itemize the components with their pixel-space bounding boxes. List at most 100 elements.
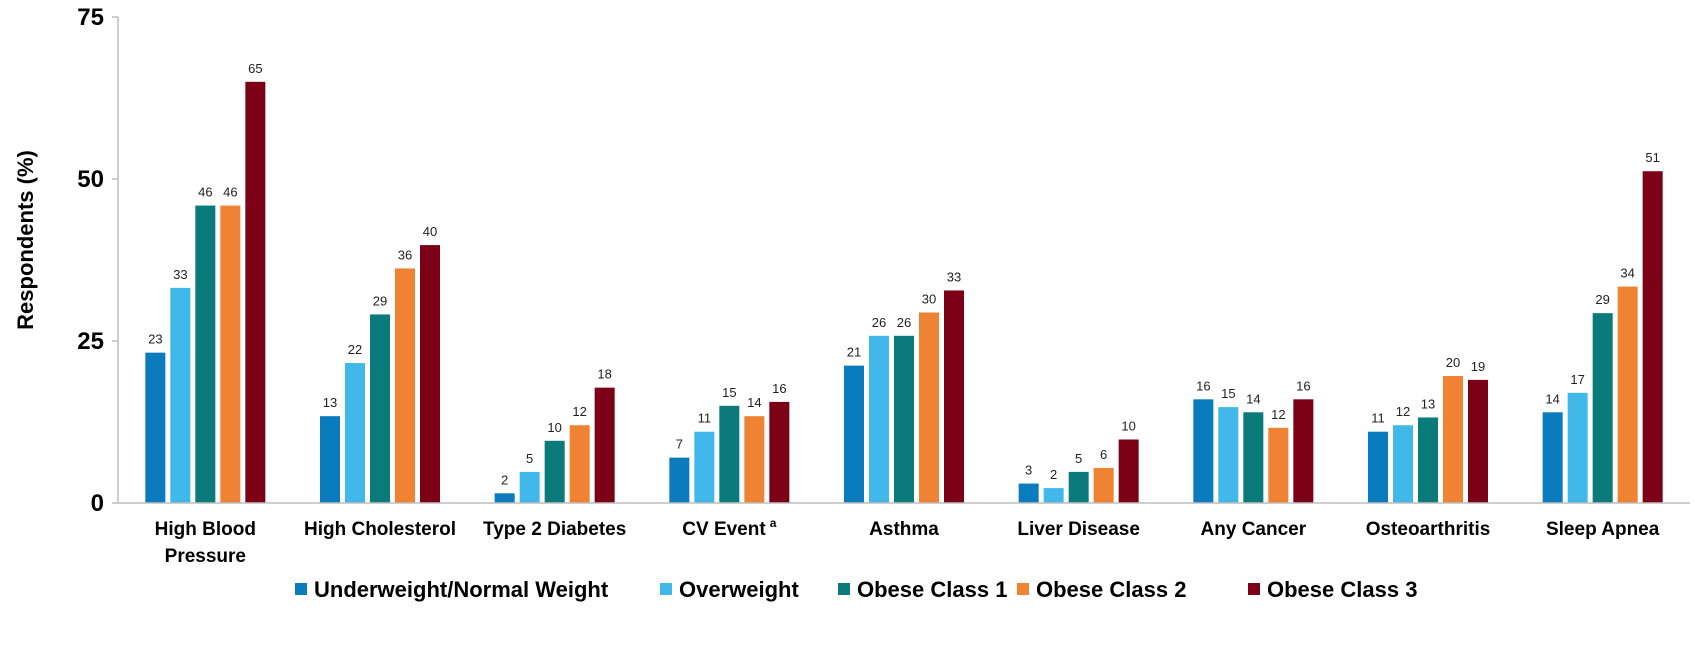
y-tick-label: 50: [77, 166, 104, 193]
bar: [494, 493, 515, 503]
bar: [1642, 171, 1663, 503]
data-label: 7: [676, 437, 683, 452]
data-label: 14: [1246, 391, 1260, 406]
data-label: 11: [698, 411, 712, 426]
y-tick-label: 75: [77, 4, 104, 31]
data-label: 29: [373, 293, 387, 308]
data-label: 21: [847, 345, 861, 360]
x-tick-label: Sleep Apnea: [1546, 519, 1660, 540]
data-label: 40: [423, 224, 437, 239]
x-tick-label: Osteoarthritis: [1366, 519, 1491, 540]
bar: [145, 352, 166, 503]
data-label: 15: [722, 385, 736, 400]
bar: [669, 457, 690, 503]
bar: [769, 401, 790, 503]
bar: [1443, 375, 1463, 503]
x-axis-labels: High Blood Pressure High Cholesterol Type 2…: [155, 516, 1660, 567]
legend-label: Obese Class 1: [857, 577, 1007, 602]
x-tick-label: Liver Disease: [1017, 519, 1140, 540]
data-label: 29: [1595, 292, 1609, 307]
data-label: 18: [597, 367, 611, 382]
bar: [1293, 399, 1314, 503]
bar: [1018, 483, 1039, 503]
bar: [1542, 412, 1563, 503]
legend-label: Obese Class 2: [1036, 577, 1186, 602]
legend-label: Underweight/Normal Weight: [314, 577, 609, 602]
bar: [1418, 417, 1438, 503]
data-label: 3: [1025, 463, 1032, 478]
y-axis: 0 25 50 75: [77, 4, 119, 517]
x-tick-label: Asthma: [869, 519, 939, 540]
x-tick-label: Pressure: [165, 546, 246, 567]
bar: [569, 425, 590, 503]
bar: [694, 431, 715, 503]
data-label: 20: [1446, 355, 1460, 370]
bar: [894, 335, 914, 503]
legend-label: Obese Class 3: [1267, 577, 1417, 602]
data-label: 19: [1471, 359, 1485, 374]
data-label: 33: [173, 267, 187, 282]
bar: [320, 416, 340, 503]
bar: [1592, 313, 1613, 503]
data-label: 5: [526, 451, 533, 466]
legend-label: Overweight: [679, 577, 799, 602]
x-tick-label: Type 2 Diabetes: [483, 519, 626, 540]
x-tick-label: High Cholesterol: [304, 519, 456, 540]
data-label: 33: [947, 269, 961, 284]
bar: [395, 268, 415, 503]
data-label: 12: [1396, 404, 1410, 419]
data-label: 15: [1221, 386, 1235, 401]
bar: [1068, 471, 1089, 503]
bar: [1393, 425, 1413, 503]
data-label: 13: [323, 395, 337, 410]
data-label: 65: [248, 61, 262, 76]
data-label: 10: [547, 420, 561, 435]
x-tick-label: CV Event a: [682, 516, 776, 540]
data-label: 22: [348, 342, 362, 357]
bar: [1368, 431, 1388, 503]
bar: [944, 290, 964, 503]
bar: [1093, 468, 1114, 503]
data-label: 6: [1100, 447, 1107, 462]
data-label: 16: [1196, 378, 1210, 393]
legend-swatch: [660, 583, 672, 595]
bar: [220, 205, 241, 503]
data-label: 26: [897, 315, 911, 330]
legend-swatch: [1248, 583, 1260, 595]
bar: [195, 205, 216, 503]
bar: [719, 405, 740, 503]
data-label: 11: [1371, 411, 1385, 426]
bar: [420, 245, 440, 503]
bar: [1193, 399, 1214, 503]
bar: [170, 287, 191, 503]
bars: [145, 81, 1663, 504]
data-label: 2: [501, 472, 508, 487]
bar: [519, 471, 540, 503]
legend-swatch: [295, 583, 307, 595]
bar: [370, 314, 390, 503]
bar: [869, 335, 889, 503]
y-axis-label: Respondents (%): [13, 150, 38, 330]
bar: [1468, 379, 1488, 503]
data-label: 46: [198, 185, 212, 200]
bar: [1617, 286, 1638, 503]
bar: [919, 312, 939, 503]
bar: [594, 387, 615, 503]
bar: [1243, 412, 1264, 503]
y-tick-label: 0: [91, 490, 104, 517]
data-label: 51: [1645, 150, 1659, 165]
legend-swatch: [838, 583, 850, 595]
bar: [1043, 488, 1064, 503]
y-tick-label: 25: [77, 328, 104, 355]
data-label: 12: [1271, 407, 1285, 422]
bar: [844, 365, 864, 503]
bar: [245, 81, 266, 504]
x-tick-superscript: a: [770, 516, 777, 530]
data-label: 16: [772, 381, 786, 396]
x-tick-label: High Blood: [155, 519, 256, 540]
data-label: 23: [148, 332, 162, 347]
data-label: 17: [1570, 372, 1584, 387]
data-label: 36: [398, 247, 412, 262]
